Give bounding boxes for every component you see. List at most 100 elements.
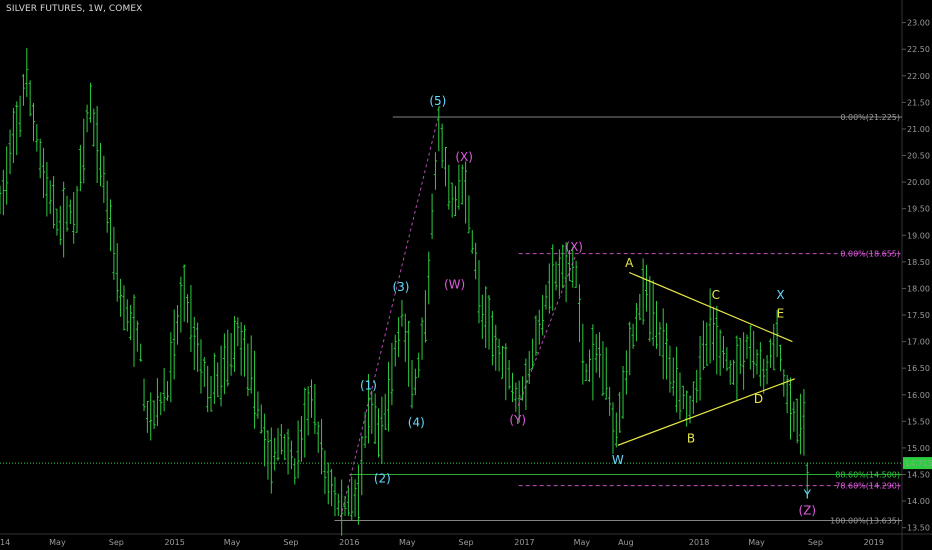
ohlc-bar — [269, 427, 273, 494]
ohlc-bar — [139, 343, 143, 362]
ohlc-bar — [179, 276, 183, 333]
ohlc-bar — [581, 323, 585, 385]
ohlc-bars — [0, 47, 809, 536]
ohlc-bar — [490, 310, 494, 366]
ohlc-bar — [778, 344, 782, 372]
ohlc-bar — [316, 421, 320, 453]
ohlc-bar — [11, 107, 15, 164]
ohlc-bar — [775, 310, 779, 358]
ohlc-bar — [675, 346, 679, 413]
correction-wave-path — [517, 256, 576, 406]
ohlc-bar — [115, 243, 119, 302]
ohlc-bar — [145, 400, 149, 433]
wave-label: (Y) — [509, 413, 526, 427]
ohlc-bar — [350, 476, 354, 522]
ohlc-bar — [430, 193, 434, 240]
ohlc-bar — [25, 47, 29, 97]
ohlc-bar — [85, 104, 89, 133]
y-tick-label: 14.00 — [907, 497, 930, 506]
y-tick-label: 16.50 — [907, 364, 930, 373]
fib-level-label: 78.60%(14.290) — [835, 482, 900, 491]
ohlc-bar — [55, 208, 59, 236]
ohlc-bar — [112, 226, 116, 280]
ohlc-bar — [484, 286, 488, 349]
ohlc-bar — [460, 164, 464, 205]
ohlc-bar — [72, 192, 76, 244]
ohlc-bar — [176, 305, 180, 345]
y-tick-label: 17.50 — [907, 311, 930, 320]
ohlc-bar — [685, 390, 689, 427]
ohlc-bar — [728, 360, 732, 385]
ohlc-bar — [289, 440, 293, 470]
ohlc-bar — [534, 315, 538, 356]
ohlc-bar — [393, 334, 397, 367]
ohlc-bar — [547, 263, 551, 314]
ohlc-bar — [52, 176, 56, 229]
ohlc-bar — [805, 462, 809, 495]
ohlc-bar — [628, 321, 632, 376]
fib-level-label: 100.00%(13.635) — [830, 517, 900, 526]
chart-title: SILVER FUTURES, 1W, COMEX — [6, 4, 143, 14]
x-tick-label: 2019 — [864, 538, 884, 547]
ohlc-bar — [748, 325, 752, 370]
ohlc-bar — [243, 325, 247, 377]
ohlc-bar — [125, 299, 129, 332]
ohlc-bar — [648, 276, 652, 342]
ohlc-bar — [299, 416, 303, 462]
wave-label: C — [712, 288, 720, 302]
ohlc-bar — [768, 338, 772, 368]
ohlc-bar — [631, 323, 635, 349]
y-tick-label: 20.50 — [907, 152, 930, 161]
ohlc-bar — [450, 182, 454, 218]
ohlc-bar — [199, 339, 203, 394]
ohlc-bar — [35, 124, 39, 152]
wave-label: (1) — [360, 378, 377, 392]
y-tick-label: 17.00 — [907, 338, 930, 347]
x-tick-label: 2015 — [164, 538, 184, 547]
ohlc-bar — [98, 142, 102, 187]
ohlc-bar — [772, 323, 776, 371]
ohlc-bar — [229, 333, 233, 376]
ohlc-bar — [387, 361, 391, 432]
ohlc-bar — [732, 359, 736, 385]
fib-level-label: 0.00%(21.225) — [840, 113, 900, 122]
ohlc-bar — [28, 80, 32, 117]
x-tick-label: May — [224, 538, 241, 547]
ohlc-bar — [447, 164, 451, 210]
ohlc-bar — [5, 146, 9, 205]
ohlc-bar — [65, 195, 69, 232]
ohlc-bar — [567, 250, 571, 282]
ohlc-bar — [711, 306, 715, 361]
ohlc-bar — [464, 161, 468, 224]
ohlc-bar — [423, 290, 427, 343]
ohlc-bar — [310, 379, 314, 418]
ohlc-bar — [799, 393, 803, 455]
y-tick-label: 23.00 — [907, 19, 930, 28]
ohlc-bar — [715, 305, 719, 375]
ohlc-bar — [95, 105, 99, 184]
ohlc-bar — [149, 392, 153, 441]
ohlc-bar — [135, 320, 139, 352]
ohlc-bar — [370, 390, 374, 434]
ohlc-bar — [169, 332, 173, 403]
ohlc-bar — [1, 169, 5, 216]
ohlc-bar — [762, 358, 766, 394]
ohlc-bar — [708, 288, 712, 364]
ohlc-bar — [705, 322, 709, 366]
x-tick-label: 2018 — [689, 538, 709, 547]
wave-label: E — [777, 307, 785, 321]
ohlc-bar — [644, 264, 648, 312]
x-tick-label: May — [399, 538, 416, 547]
y-tick-label: 16.00 — [907, 391, 930, 400]
ohlc-bar — [320, 418, 324, 475]
ohlc-bar — [735, 335, 739, 402]
ohlc-bar — [601, 341, 605, 396]
ohlc-bar — [249, 335, 253, 394]
ohlc-bar — [594, 334, 598, 373]
ohlc-bar — [189, 285, 193, 352]
ohlc-bar — [524, 358, 528, 411]
ohlc-bar — [38, 138, 42, 179]
ohlc-bar — [527, 351, 531, 385]
y-tick-label: 18.50 — [907, 258, 930, 267]
